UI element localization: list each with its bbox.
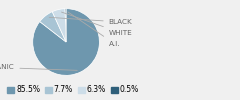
Legend: 85.5%, 7.7%, 6.3%, 0.5%: 85.5%, 7.7%, 6.3%, 0.5%	[4, 82, 142, 98]
Text: BLACK: BLACK	[49, 17, 132, 25]
Text: WHITE: WHITE	[61, 12, 132, 36]
Wedge shape	[33, 9, 99, 75]
Wedge shape	[40, 12, 66, 42]
Wedge shape	[65, 9, 66, 42]
Text: HISPANIC: HISPANIC	[0, 64, 77, 70]
Wedge shape	[52, 9, 66, 42]
Text: A.I.: A.I.	[68, 12, 120, 47]
